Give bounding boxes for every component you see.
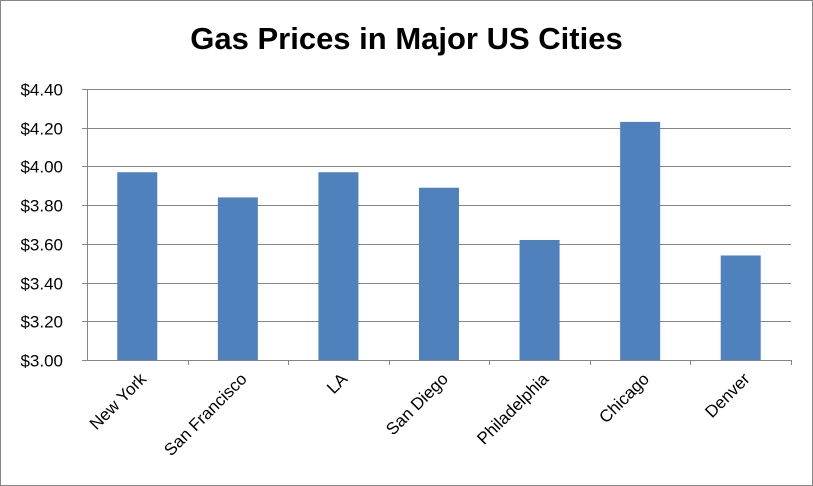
bar [620, 121, 661, 361]
x-category-label: LA [323, 369, 352, 398]
y-tick-label: $3.80 [20, 197, 63, 216]
x-category-label: San Diego [382, 369, 452, 439]
y-tick-label: $3.20 [20, 313, 63, 332]
x-tick-labels: New York San Francisco LA San Diego Philadel… [86, 369, 754, 460]
bar [419, 187, 459, 360]
bar [318, 172, 359, 360]
bars [117, 121, 761, 361]
bar [117, 172, 158, 360]
bar [217, 197, 258, 360]
y-tick-label: $4.40 [20, 81, 63, 100]
x-category-label: Denver [701, 369, 753, 421]
y-tick-label: $3.40 [20, 275, 63, 294]
bar [720, 255, 761, 360]
axes [82, 89, 792, 365]
y-tick-label: $3.60 [20, 236, 63, 255]
x-category-label: Chicago [595, 369, 653, 427]
chart-title: Gas Prices in Major US Cities [190, 21, 623, 56]
bar [519, 239, 560, 360]
x-category-label: San Francisco [160, 369, 250, 459]
x-category-label: Philadelphia [473, 369, 552, 448]
y-tick-label: $4.00 [20, 158, 63, 177]
x-category-label: New York [86, 369, 151, 434]
y-tick-label: $3.00 [20, 352, 63, 371]
y-tick-labels: $3.00 $3.20 $3.40 $3.60 $3.80 $4.00 $4.20 $4.40 [20, 81, 63, 371]
y-tick-label: $4.20 [20, 120, 63, 139]
